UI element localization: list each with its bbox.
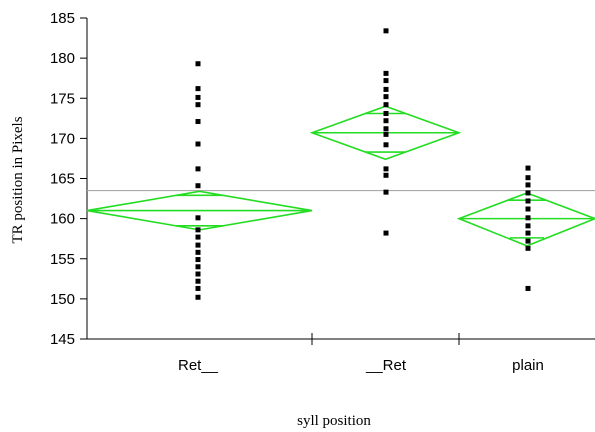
means-diamond [456,192,595,247]
data-point [195,249,201,255]
data-point [195,141,201,147]
data-point [383,102,389,108]
data-point [195,278,201,284]
diamonds-layer [86,105,595,247]
data-point [195,119,201,125]
y-tick-label: 170 [50,130,75,147]
data-point [195,183,201,189]
y-tick-label: 145 [50,331,75,348]
data-point [383,131,389,137]
y-tick-label: 175 [50,90,75,107]
data-point [195,102,201,108]
data-point [383,28,389,34]
x-axis-title: syll position [297,413,371,429]
data-point [525,285,531,291]
data-point [383,110,389,116]
data-point [195,234,201,240]
data-point [383,126,389,132]
x-tick-label: Ret__ [178,357,219,374]
data-point [525,175,531,181]
data-point [383,70,389,76]
data-point [195,271,201,277]
data-point [195,294,201,300]
data-point [525,190,531,196]
data-point [525,238,531,244]
labels-layer: 145 150 155 160 165 170 175 180 185 Ret__ __Ret pla… [50,10,544,374]
data-point [383,142,389,148]
y-tick-label: 165 [50,171,75,188]
data-point [383,78,389,84]
data-point [525,165,531,171]
data-point [195,242,201,248]
y-tick-label: 150 [50,291,75,308]
data-point [195,61,201,67]
data-point [195,86,201,92]
data-point [383,86,389,92]
data-point [383,94,389,100]
data-point [383,118,389,124]
y-tick-label: 185 [50,10,75,27]
y-tick-label: 155 [50,251,75,268]
data-point [195,227,201,233]
data-point [525,223,531,229]
x-tick-label: plain [512,357,544,374]
data-point [195,264,201,270]
data-point [525,182,531,188]
y-tick-label: 180 [50,50,75,67]
data-point [525,206,531,212]
data-point [383,172,389,178]
data-point [525,198,531,204]
y-axis-title: TR position in Pixels [10,116,26,243]
axes [80,17,595,345]
data-point [525,230,531,236]
y-tick-label: 160 [50,211,75,228]
data-point [525,245,531,251]
data-point [195,285,201,291]
data-point [383,230,389,236]
data-point [525,215,531,221]
data-point [383,189,389,195]
points-layer [195,28,531,300]
data-point [195,215,201,221]
data-point [195,166,201,172]
data-point [195,257,201,263]
data-point [383,166,389,172]
x-tick-label: __Ret [365,357,407,374]
data-point [195,94,201,100]
